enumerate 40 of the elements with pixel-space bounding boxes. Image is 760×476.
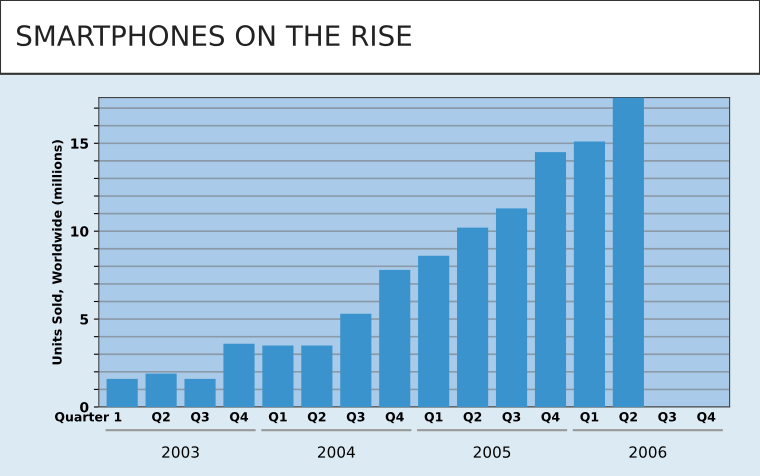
bar bbox=[418, 256, 450, 407]
bar bbox=[106, 378, 138, 407]
bar bbox=[184, 378, 216, 407]
bar bbox=[612, 98, 644, 407]
y-axis-title: Units Sold, Worldwide (millions) bbox=[52, 140, 64, 364]
x-tick-label: Q1 bbox=[268, 412, 287, 424]
x-tick-label: Q3 bbox=[191, 412, 209, 424]
y-tick-label: 10 bbox=[71, 226, 88, 237]
x-tick-label: Q1 bbox=[580, 412, 598, 424]
x-tick-label: Q1 bbox=[424, 412, 442, 424]
x-tick-label: Quarter 1 bbox=[54, 412, 122, 424]
x-tick-label: Q3 bbox=[346, 412, 364, 424]
bar bbox=[301, 345, 332, 407]
bar bbox=[496, 208, 528, 407]
x-tick-label: Q4 bbox=[541, 412, 560, 424]
bar bbox=[146, 374, 177, 407]
x-tick-label: Q4 bbox=[386, 412, 404, 424]
text: 2004 bbox=[318, 446, 355, 458]
bar bbox=[223, 344, 255, 407]
text: 2006 bbox=[630, 446, 666, 458]
bar bbox=[340, 314, 372, 407]
bar bbox=[574, 142, 605, 407]
y-tick-label: 0 bbox=[80, 402, 88, 412]
bar bbox=[457, 228, 488, 407]
text: 2005 bbox=[474, 446, 510, 458]
x-tick-label: Q2 bbox=[308, 412, 326, 424]
bar bbox=[534, 152, 566, 407]
chart-title: SMARTPHONES ON THE RISE bbox=[17, 25, 411, 46]
bar bbox=[379, 270, 410, 407]
x-tick-label: Q3 bbox=[502, 412, 520, 424]
x-tick-label: Q2 bbox=[152, 412, 170, 424]
x-tick-label: Q2 bbox=[464, 412, 482, 424]
bar bbox=[262, 345, 294, 407]
x-tick-label: Q3 bbox=[658, 412, 676, 424]
x-tick-label: Q4 bbox=[230, 412, 248, 424]
y-tick-label: 15 bbox=[71, 138, 88, 149]
text: 2003 bbox=[162, 446, 199, 458]
x-tick-label: Q4 bbox=[697, 412, 716, 424]
y-tick-label: 5 bbox=[80, 314, 88, 325]
x-tick-label: Q2 bbox=[619, 412, 637, 424]
